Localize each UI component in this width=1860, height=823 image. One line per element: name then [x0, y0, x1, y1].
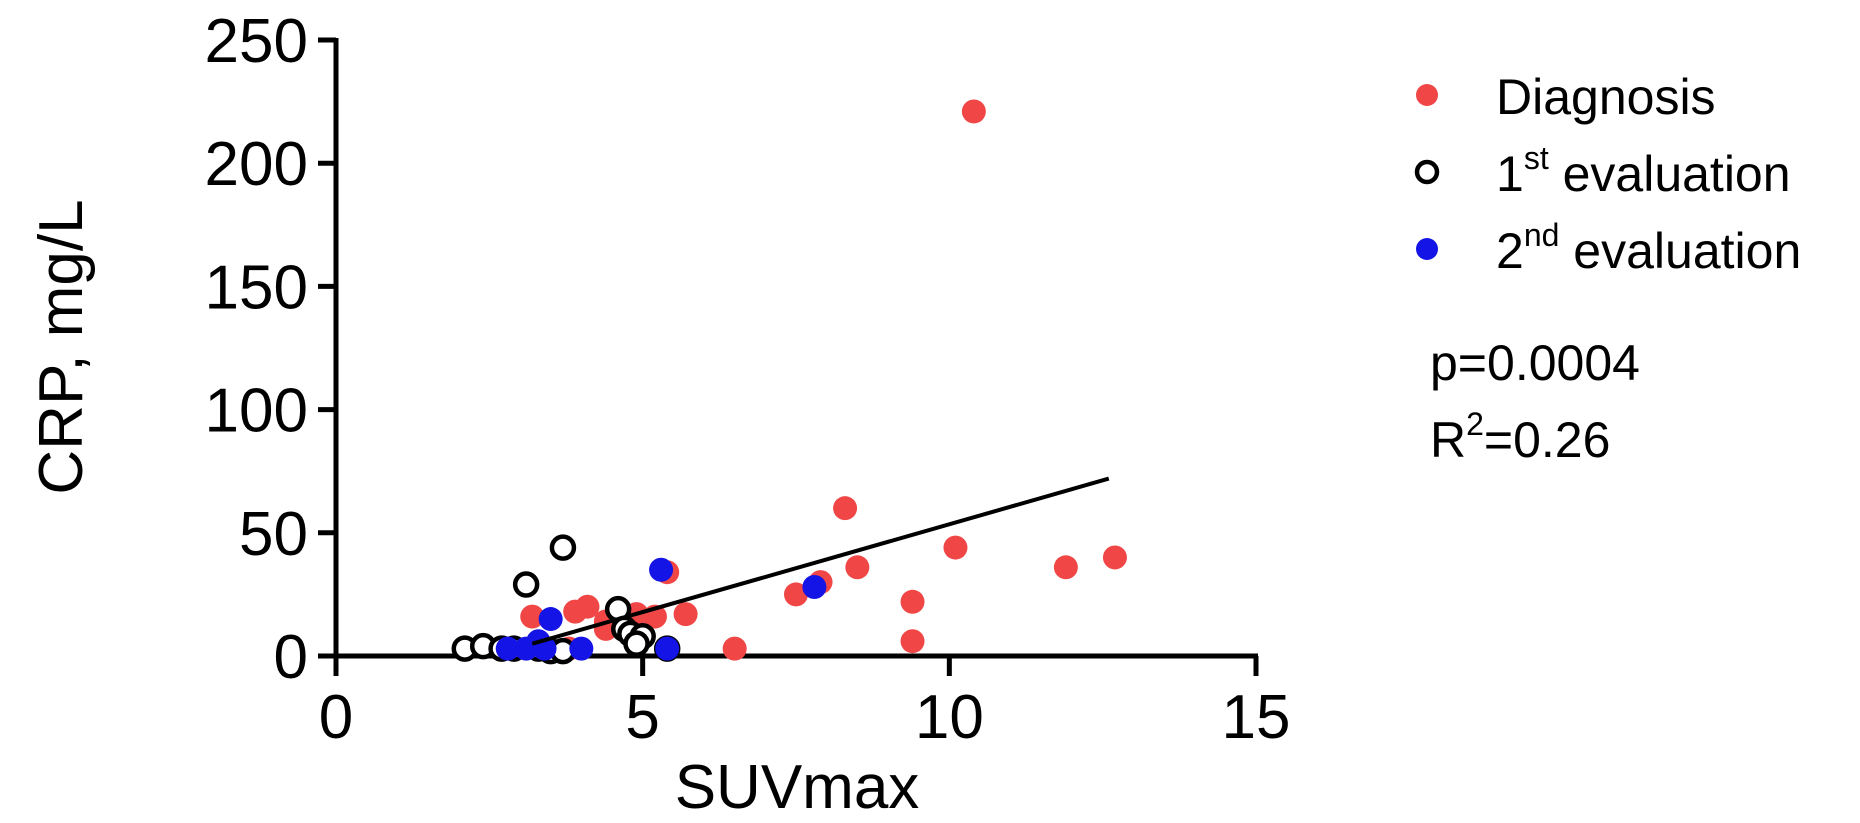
- legend-label-text: evaluation: [1549, 146, 1791, 202]
- legend-label-2nd-evaluation: 2nd evaluation: [1496, 217, 1801, 279]
- y-axis-ticks: 0 50 100 150 200 250: [205, 7, 336, 692]
- diagnosis-point: [833, 496, 858, 521]
- r-squared-annotation: R2=0.26: [1430, 406, 1610, 468]
- x-axis-ticks: 0 5 10 15: [319, 656, 1291, 752]
- 2nd-evaluation-point: [649, 557, 674, 582]
- legend-label-text: evaluation: [1559, 223, 1801, 279]
- annotation-superscript: 2: [1466, 406, 1484, 442]
- 2nd-evaluation-point: [538, 607, 563, 632]
- regression-line: [531, 476, 1110, 646]
- diagnosis-point: [784, 582, 808, 607]
- diagnosis-point: [673, 602, 698, 627]
- 1st-evaluation-point: [549, 534, 577, 561]
- y-tick-label: 50: [239, 500, 308, 569]
- x-tick-label: 0: [319, 683, 353, 752]
- annotation-text: R: [1430, 412, 1466, 468]
- regression-line-group: [531, 476, 1110, 646]
- y-tick-label: 100: [205, 377, 308, 446]
- legend-label-text: Diagnosis: [1496, 69, 1716, 125]
- 2nd-evaluation-point: [569, 636, 594, 661]
- y-axis-label: CRP, mg/L: [27, 199, 96, 494]
- legend-marker-2nd-evaluation: [1416, 238, 1438, 260]
- x-tick-label: 5: [625, 683, 659, 752]
- legend-label-1st-evaluation: 1st evaluation: [1496, 140, 1791, 202]
- y-tick-label: 250: [205, 7, 308, 76]
- y-tick-label: 150: [205, 253, 308, 322]
- legend-label-diagnosis: Diagnosis: [1496, 69, 1716, 125]
- 1st-evaluation-point: [623, 630, 650, 657]
- 1st-evaluation-point: [512, 571, 540, 598]
- diagnosis-point: [722, 636, 747, 661]
- legend-label-text: 2: [1496, 223, 1524, 279]
- diagnosis-point: [943, 535, 968, 560]
- diagnosis-point: [961, 99, 986, 124]
- legend-marker-1st-evaluation: [1414, 159, 1440, 185]
- x-axis-label: SUVmax: [675, 753, 920, 822]
- x-tick-label: 10: [915, 683, 984, 752]
- diagnosis-point: [1053, 555, 1078, 580]
- legend-label-text: 1: [1496, 146, 1524, 202]
- diagnosis-point: [520, 604, 545, 629]
- 2nd-evaluation-point: [802, 575, 827, 600]
- legend-label-superscript: nd: [1524, 217, 1560, 253]
- diagnosis-point: [845, 555, 870, 580]
- diagnosis-point: [900, 589, 925, 614]
- 2nd-evaluation-point: [495, 636, 520, 661]
- diagnosis-point: [900, 629, 925, 654]
- diagnosis-point: [563, 599, 588, 624]
- x-tick-label: 15: [1222, 683, 1291, 752]
- annotation-text: p=0.0004: [1430, 335, 1640, 391]
- 2nd-evaluation-point: [655, 636, 680, 661]
- data-points: [451, 99, 1127, 665]
- y-tick-label: 0: [274, 623, 308, 692]
- legend-marker-diagnosis: [1416, 84, 1438, 106]
- stats-annotations: p=0.0004 R2=0.26: [1430, 335, 1640, 468]
- annotation-text: =0.26: [1484, 412, 1611, 468]
- p-value-annotation: p=0.0004: [1430, 335, 1640, 391]
- legend-label-superscript: st: [1524, 140, 1549, 176]
- y-tick-label: 200: [205, 130, 308, 199]
- diagnosis-point: [1102, 545, 1127, 570]
